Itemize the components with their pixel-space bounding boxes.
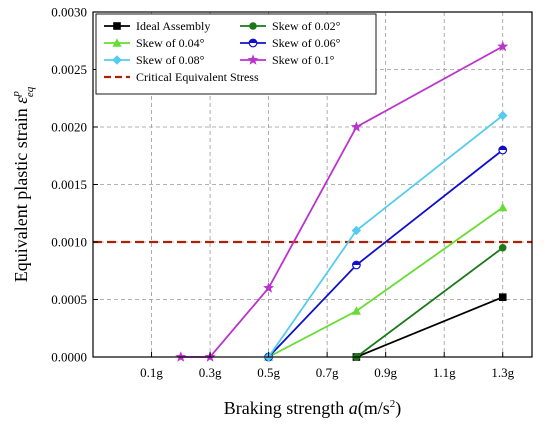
- marker-star: [497, 40, 509, 52]
- y-tick-label: 0.0015: [51, 177, 87, 192]
- legend-box: [95, 13, 377, 95]
- series-line: [355, 247, 504, 358]
- series-0: [352, 293, 507, 361]
- tick-layer: 0.1g 0.3g 0.5g 0.7g 0.9g 1.1g 1.3g 0.0000 0.0005…: [51, 5, 514, 381]
- y-axis-title-var: ε: [11, 96, 31, 104]
- data-point: [497, 40, 509, 52]
- marker-star: [247, 54, 259, 65]
- legend-swatch-marker: [112, 38, 122, 47]
- legend-label: Skew of 0.02°: [272, 19, 341, 33]
- legend-item: Skew of 0.02°: [240, 19, 341, 33]
- y-axis-title-sub: eq: [24, 86, 36, 97]
- data-point: [498, 293, 507, 301]
- legend-item: Ideal Assembly: [104, 19, 210, 33]
- marker-square: [498, 293, 507, 301]
- series-line: [356, 296, 504, 358]
- legend-label: Critical Equivalent Stress: [136, 70, 259, 84]
- legend-item: Skew of 0.08°: [104, 53, 205, 67]
- legend-label: Skew of 0.1°: [272, 53, 335, 67]
- legend-swatch-marker: [249, 22, 257, 30]
- data-point: [498, 243, 507, 252]
- x-axis-title-main: Braking strength: [224, 398, 349, 418]
- legend-label: Skew of 0.08°: [136, 53, 205, 67]
- legend-swatch-marker: [112, 55, 122, 65]
- legend-item: Skew of 0.06°: [240, 36, 341, 50]
- y-tick-label: 0.0010: [51, 235, 87, 250]
- data-point: [350, 121, 362, 132]
- x-tick-label: 0.5g: [257, 365, 280, 380]
- legend-label: Ideal Assembly: [136, 19, 210, 33]
- data-point: [352, 260, 361, 270]
- x-axis-title-var: a: [349, 398, 358, 418]
- y-tick-label: 0.0005: [51, 292, 87, 307]
- legend-item: Skew of 0.1°: [240, 53, 335, 67]
- data-point: [498, 145, 508, 155]
- data-point: [351, 306, 361, 315]
- legend-item: Skew of 0.04°: [104, 36, 205, 50]
- data-point: [497, 110, 508, 121]
- marker-square: [113, 22, 121, 30]
- x-tick-label: 0.9g: [374, 365, 397, 380]
- y-tick-label: 0.0030: [51, 5, 87, 20]
- y-tick-label: 0.0020: [51, 120, 87, 135]
- marker-triangle: [112, 38, 122, 47]
- x-axis-title-unit: (m/s: [358, 398, 390, 419]
- x-tick-label: 0.7g: [316, 365, 339, 380]
- marker-diamond: [351, 225, 362, 236]
- x-axis-title-sup: 2: [390, 398, 396, 410]
- legend-swatch-marker: [248, 38, 258, 48]
- marker-circle: [249, 22, 257, 30]
- x-tick-label: 1.3g: [491, 365, 514, 380]
- marker-star: [263, 282, 275, 293]
- legend: Ideal Assembly Skew of 0.02° Skew of 0.04°…: [95, 13, 377, 95]
- y-tick-label: 0.0025: [51, 62, 87, 77]
- marker-circle: [498, 243, 507, 252]
- marker-star: [350, 121, 362, 132]
- marker-triangle: [351, 306, 361, 315]
- legend-item: Critical Equivalent Stress: [104, 70, 259, 84]
- legend-swatch-marker: [247, 54, 259, 65]
- x-tick-label: 0.1g: [140, 365, 163, 380]
- y-axis-title-main: Equivalent plastic strain: [11, 104, 31, 282]
- legend-label: Skew of 0.04°: [136, 36, 205, 50]
- data-point: [263, 282, 275, 293]
- legend-label: Skew of 0.06°: [272, 36, 341, 50]
- y-tick-label: 0.0000: [51, 350, 87, 365]
- marker-half-fill: [249, 39, 257, 43]
- y-axis-title: Equivalent plastic strain εp eq: [10, 86, 36, 282]
- marker-half-fill: [352, 261, 361, 265]
- x-tick-label: 1.1g: [433, 365, 456, 380]
- series-1: [352, 243, 507, 361]
- marker-half-fill: [498, 146, 507, 150]
- x-tick-label: 0.3g: [199, 365, 222, 380]
- marker-triangle: [498, 202, 508, 212]
- legend-swatch-marker: [113, 22, 121, 30]
- y-axis-title-sup: p: [10, 91, 22, 98]
- marker-diamond: [497, 110, 508, 121]
- marker-diamond: [112, 55, 122, 65]
- x-axis-title-end: ): [395, 398, 401, 419]
- data-point: [351, 225, 362, 236]
- data-point: [498, 202, 508, 212]
- x-axis-title: Braking strength a(m/s2): [224, 398, 402, 419]
